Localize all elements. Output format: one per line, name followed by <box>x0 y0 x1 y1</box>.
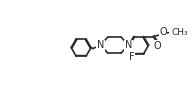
Text: O: O <box>159 27 167 37</box>
Text: O: O <box>154 41 161 51</box>
Text: CH₃: CH₃ <box>172 28 188 37</box>
Text: N: N <box>125 40 132 50</box>
Text: F: F <box>129 52 134 62</box>
Text: N: N <box>97 40 104 50</box>
